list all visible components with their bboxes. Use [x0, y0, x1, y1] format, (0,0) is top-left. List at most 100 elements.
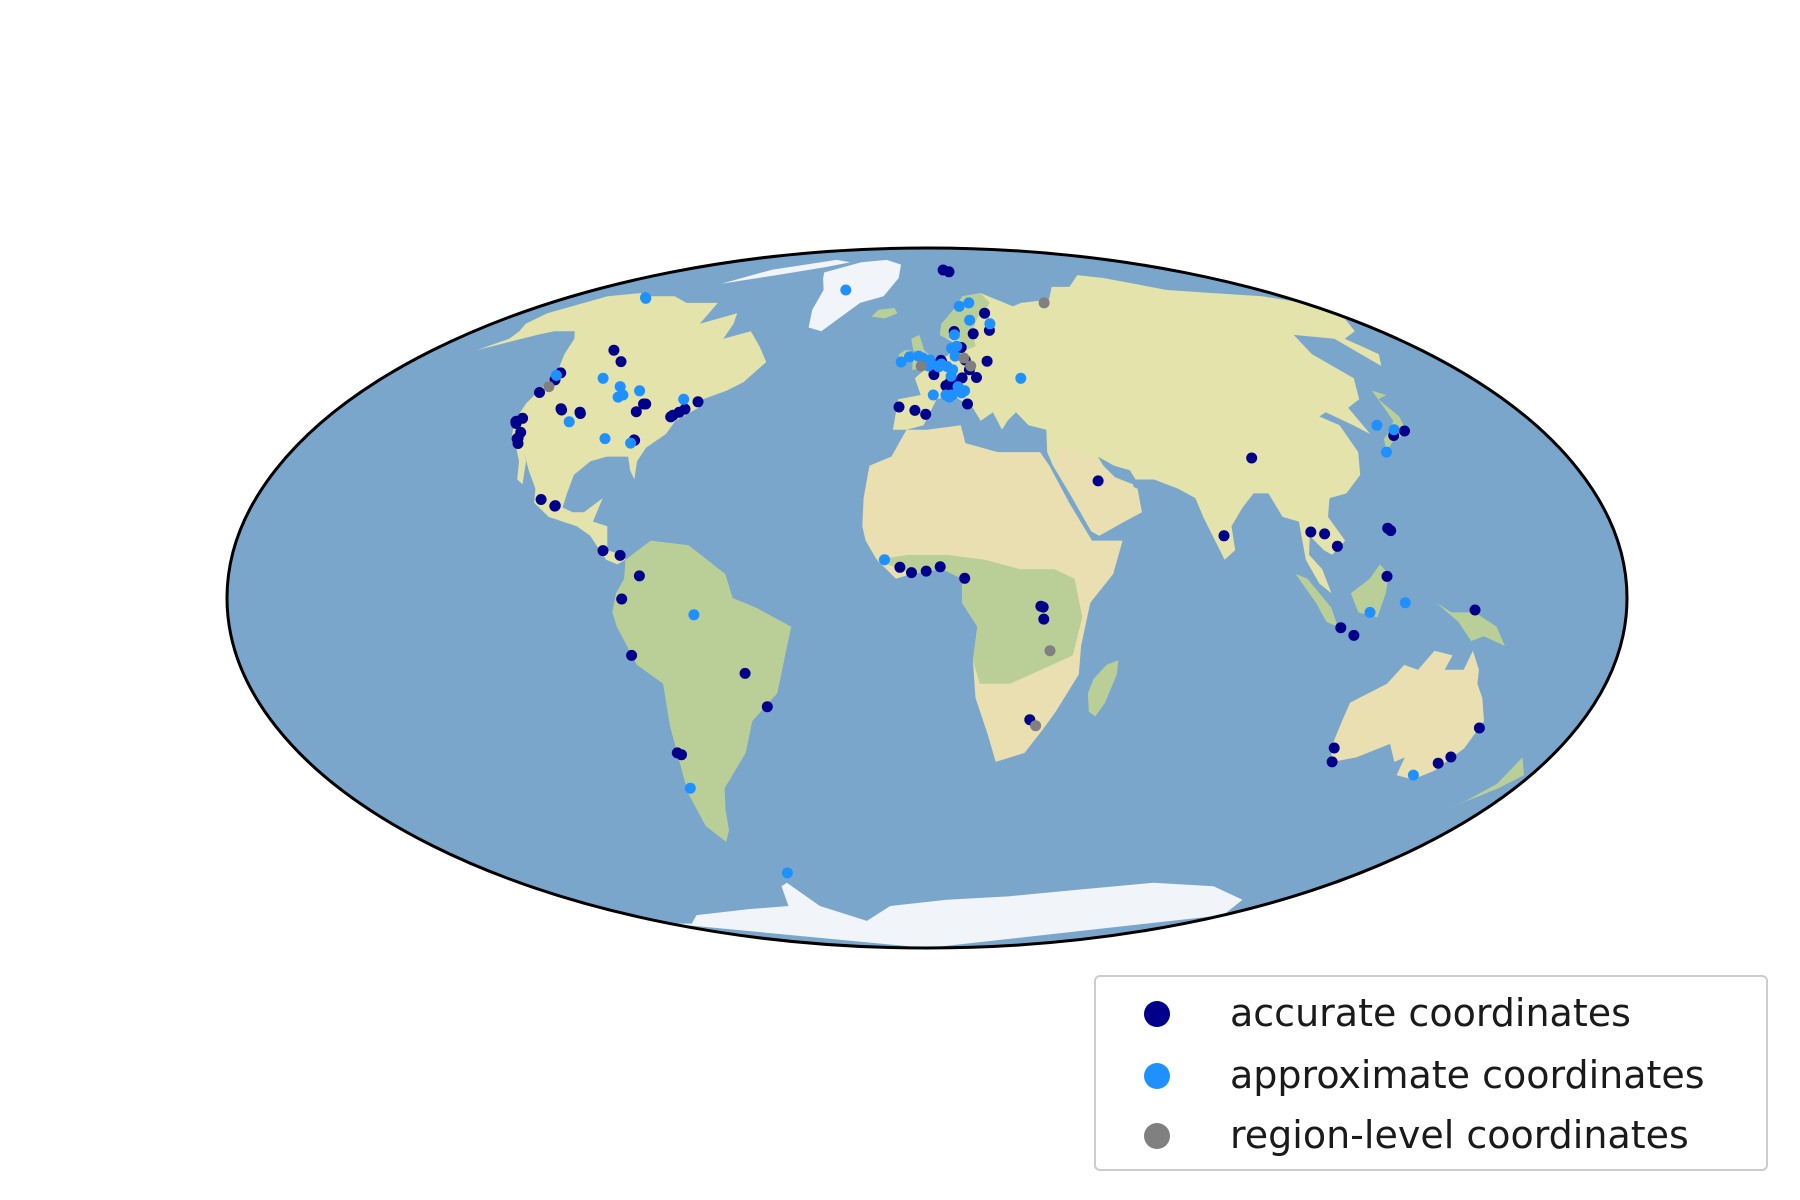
region-level-coordinate-point [965, 360, 977, 372]
approximate-coordinate-point [959, 385, 971, 397]
accurate-coordinate-point [1331, 540, 1343, 552]
accurate-coordinate-point [943, 266, 955, 278]
europe-asia-land [892, 275, 1382, 594]
accurate-coordinate-point [535, 494, 547, 505]
antarctica-ice [670, 882, 1243, 948]
approximate-coordinate-point [840, 284, 852, 296]
legend-label-region-level: region-level coordinates [1230, 1113, 1689, 1157]
accurate-coordinate-point [1473, 722, 1485, 734]
legend-label-accurate: accurate coordinates [1230, 991, 1631, 1035]
region-level-coordinate-point [1044, 645, 1056, 657]
accurate-coordinate-point [615, 356, 627, 368]
legend-item-accurate: accurate coordinates [1096, 987, 1766, 1041]
accurate-marker-icon [1144, 1001, 1170, 1027]
accurate-coordinate-point [906, 567, 917, 579]
accurate-coordinate-point [1348, 629, 1360, 641]
accurate-coordinate-point [962, 398, 973, 410]
japan-land [1372, 390, 1409, 453]
accurate-coordinate-point [574, 408, 586, 419]
approximate-coordinate-point [948, 329, 960, 341]
accurate-coordinate-point [667, 409, 679, 421]
accurate-coordinate-point [894, 561, 906, 573]
accurate-coordinate-point [640, 398, 652, 410]
borneo-land [1350, 564, 1389, 618]
approximate-coordinate-point [678, 393, 690, 405]
accurate-coordinate-point [979, 307, 991, 319]
accurate-coordinate-point [956, 372, 968, 384]
accurate-coordinate-point [1092, 475, 1104, 487]
approximate-coordinate-point [614, 381, 626, 393]
approximate-coordinate-point [599, 433, 611, 445]
approximate-coordinate-point [984, 318, 996, 330]
accurate-coordinate-point [517, 412, 529, 424]
accurate-coordinate-point [920, 565, 932, 577]
legend-item-region-level: region-level coordinates [1096, 1109, 1766, 1163]
accurate-coordinate-point [614, 549, 626, 561]
accurate-coordinate-point [971, 372, 982, 383]
accurate-coordinate-point [556, 404, 568, 416]
map-legend: accurate coordinates approximate coordin… [1094, 975, 1768, 1171]
approximate-coordinate-point [625, 437, 637, 449]
accurate-coordinate-point [616, 593, 628, 605]
accurate-coordinate-point [920, 408, 932, 420]
approximate-coordinate-point [1015, 372, 1027, 384]
approximate-marker-icon [1144, 1063, 1170, 1089]
approximate-coordinate-point [597, 372, 609, 384]
approximate-coordinate-point [964, 314, 976, 326]
north-america-land [476, 293, 767, 565]
approximate-coordinate-point [1388, 424, 1400, 436]
approximate-coordinate-point [1371, 419, 1383, 431]
approximate-coordinate-point [550, 369, 562, 381]
accurate-coordinate-point [692, 396, 704, 408]
accurate-coordinate-point [940, 380, 952, 392]
arabia-desert [1052, 447, 1142, 536]
accurate-coordinate-point [1335, 622, 1347, 634]
accurate-coordinate-point [671, 747, 683, 759]
accurate-coordinate-point [1445, 751, 1457, 763]
approximate-coordinate-point [945, 370, 957, 382]
accurate-coordinate-point [893, 401, 905, 413]
approximate-coordinate-point [640, 292, 652, 304]
approximate-coordinate-point [927, 389, 939, 401]
accurate-coordinate-point [1305, 526, 1317, 538]
accurate-coordinate-point [959, 572, 971, 584]
accurate-coordinate-point [1432, 757, 1444, 769]
approximate-coordinate-point [953, 300, 965, 312]
accurate-coordinate-point [1385, 525, 1397, 537]
accurate-coordinate-point [981, 355, 993, 367]
accurate-coordinate-point [597, 545, 609, 557]
accurate-coordinate-point [534, 387, 545, 398]
approximate-coordinate-point [963, 297, 975, 309]
approximate-coordinate-point [943, 391, 955, 403]
region-level-coordinate-point [915, 360, 927, 372]
accurate-coordinate-point [1469, 604, 1481, 616]
accurate-coordinate-point [679, 403, 691, 415]
data-points-layer [510, 264, 1485, 879]
accurate-coordinate-point [739, 667, 751, 679]
accurate-coordinate-point [633, 570, 645, 582]
greenland-land [808, 259, 901, 332]
accurate-coordinate-point [761, 701, 773, 713]
region-level-marker-icon [1144, 1123, 1170, 1149]
accurate-coordinate-point [1246, 452, 1258, 464]
approximate-coordinate-point [895, 356, 907, 368]
accurate-coordinate-point [608, 344, 620, 356]
approximate-coordinate-point [1381, 446, 1392, 458]
accurate-coordinate-point [1381, 570, 1393, 582]
accurate-coordinate-point [967, 328, 979, 340]
accurate-coordinate-point [515, 426, 527, 438]
accurate-coordinate-point [1038, 613, 1050, 625]
accurate-coordinate-point [909, 404, 921, 416]
approximate-coordinate-point [617, 389, 629, 401]
approximate-coordinate-point [951, 340, 963, 352]
region-level-coordinate-point [543, 381, 555, 393]
accurate-coordinate-point [1328, 742, 1340, 754]
accurate-coordinate-point [549, 500, 561, 512]
accurate-coordinate-point [626, 649, 638, 661]
south-america-land [612, 540, 792, 842]
accurate-coordinate-point [1326, 756, 1338, 768]
approximate-coordinate-point [688, 609, 700, 621]
accurate-coordinate-point [630, 406, 642, 418]
accurate-coordinate-point [1037, 601, 1049, 613]
region-level-coordinate-point [958, 352, 970, 364]
